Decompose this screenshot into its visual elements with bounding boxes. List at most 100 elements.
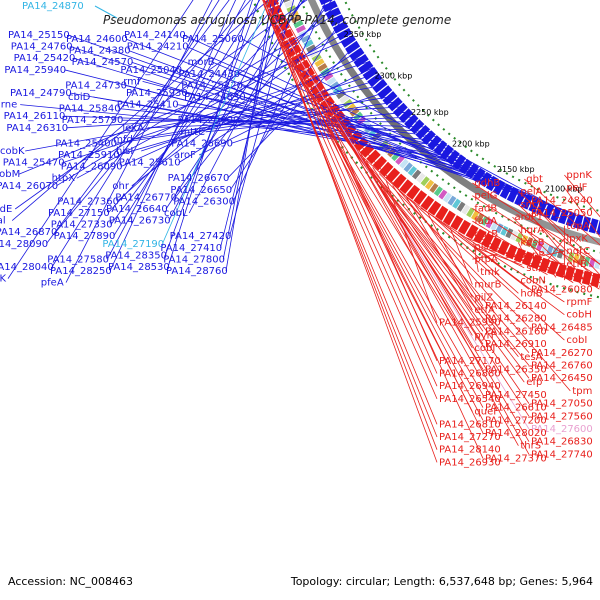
gene-label-left[interactable]: ohr: [112, 181, 129, 192]
gene-label-right[interactable]: PA14_27370: [485, 453, 547, 464]
gene-label-left[interactable]: PA14_27360: [57, 196, 119, 207]
gene-label-left[interactable]: PA14_24790: [10, 88, 72, 99]
gene-label-right[interactable]: PA14_25990: [439, 318, 501, 329]
gene-label-right[interactable]: PA14_27450: [485, 390, 547, 401]
gene-label-right[interactable]: pelA: [520, 187, 542, 198]
gene-label-left[interactable]: rne: [1, 100, 17, 111]
gene-label-left[interactable]: morB: [188, 57, 215, 68]
gene-label-left[interactable]: tal: [0, 216, 6, 227]
gene-label-left[interactable]: PA14_25840: [59, 104, 121, 115]
gene-label-right[interactable]: acpP: [520, 250, 544, 261]
top-gene-label[interactable]: PA14_24870: [22, 1, 84, 12]
gene-label-right[interactable]: holB: [520, 288, 542, 299]
gene-label-left[interactable]: PA14_24380: [69, 46, 131, 57]
gene-label-right[interactable]: thrS: [520, 441, 541, 452]
gene-label-left[interactable]: cobL: [164, 208, 188, 219]
gene-label-left[interactable]: cbiD: [68, 92, 91, 103]
gene-label-right[interactable]: PA14_27560: [531, 411, 593, 422]
gene-label-left[interactable]: PA14_25410: [117, 100, 179, 111]
gene-label-right[interactable]: PA14_27270: [439, 432, 501, 443]
gene-label-left[interactable]: lexA: [122, 123, 144, 134]
gene-label-right[interactable]: tmk: [480, 267, 500, 278]
gene-label-left[interactable]: PA14_24830: [184, 92, 246, 103]
gene-label-right[interactable]: lpxK: [566, 234, 588, 245]
gene-label-left[interactable]: PA14_26870: [0, 227, 57, 238]
gene-label-left[interactable]: PA14_26110: [4, 111, 66, 122]
gene-label-left[interactable]: cysK: [0, 274, 6, 285]
gene-label-right[interactable]: PA14_27200: [485, 415, 547, 426]
gene-label-left[interactable]: PA14_28760: [166, 266, 228, 277]
gene-label-left[interactable]: PA14_24760: [11, 42, 73, 53]
gene-label-right[interactable]: sth: [526, 263, 541, 274]
gene-label-right[interactable]: nqrC: [566, 246, 590, 257]
gene-label-left[interactable]: PA14_25060: [182, 34, 244, 45]
gene-label-left[interactable]: PA14_25610: [119, 158, 181, 169]
gene-label-left[interactable]: hisI: [116, 146, 133, 157]
gene-label-left[interactable]: PA14_25470: [3, 158, 65, 169]
gene-label-right[interactable]: PA14_27740: [531, 449, 593, 460]
gene-label-right[interactable]: nqrB: [474, 229, 498, 240]
gene-label-right[interactable]: ppnK: [566, 170, 592, 181]
gene-label-right[interactable]: kdsB: [520, 238, 544, 249]
gene-label-left[interactable]: htpX: [52, 173, 76, 184]
gene-label-left[interactable]: PA14_26070: [0, 181, 58, 192]
gene-label-left[interactable]: PA14_24140: [124, 30, 186, 41]
gene-label-right[interactable]: PA14_26450: [531, 373, 593, 384]
gene-label-right[interactable]: cobI: [566, 335, 587, 346]
gene-label-right[interactable]: PA14_26270: [531, 348, 593, 359]
gene-label-right[interactable]: gdhB: [474, 178, 500, 189]
gene-label-right[interactable]: fadB: [474, 203, 497, 214]
gene-label-left[interactable]: PA14_24570: [72, 57, 134, 68]
gene-label-left[interactable]: PA14_28350: [105, 250, 167, 261]
gene-label-left[interactable]: PA14_28530: [108, 262, 170, 273]
gene-label-left[interactable]: PA14_28040: [0, 262, 54, 273]
gene-label-left[interactable]: PA14_27580: [47, 254, 109, 265]
gene-label-right[interactable]: PA14_26485: [531, 322, 593, 333]
gene-label-left[interactable]: cobK: [0, 146, 25, 157]
gene-label-right[interactable]: cobH: [566, 310, 591, 321]
gene-label-left[interactable]: PA14_27330: [51, 220, 113, 231]
gene-label-right[interactable]: efp: [526, 377, 542, 388]
gene-label-right[interactable]: plsX: [474, 242, 495, 253]
gene-label-left[interactable]: PA14_24430: [178, 69, 240, 80]
gene-label-left[interactable]: PA14_26300: [173, 196, 235, 207]
gene-label-right[interactable]: cobN: [520, 276, 545, 287]
gene-label-left[interactable]: PA14_25220: [181, 80, 243, 91]
gene-label-left[interactable]: mttC: [180, 127, 205, 138]
gene-label-right[interactable]: PA14_26140: [485, 301, 547, 312]
gene-label-left[interactable]: PA14_26670: [168, 173, 230, 184]
gene-label-left[interactable]: PA14_25910: [58, 150, 120, 161]
gene-label-left[interactable]: PA14_26090: [61, 162, 123, 173]
gene-label-right[interactable]: ptpA: [474, 254, 498, 265]
gene-label-left[interactable]: aroF: [174, 150, 196, 161]
gene-label-left[interactable]: PA14_25150: [8, 30, 70, 41]
gene-label-left[interactable]: PA14_26730: [109, 216, 171, 227]
gene-label-left[interactable]: PA14_26650: [170, 185, 232, 196]
gene-label-left[interactable]: PA14_26690: [171, 138, 233, 149]
gene-label-left[interactable]: PA14_25940: [4, 65, 66, 76]
gene-label-left[interactable]: fadE: [0, 204, 12, 215]
gene-label-left[interactable]: PA14_24210: [127, 42, 189, 53]
gene-label-right[interactable]: PA14_26930: [439, 457, 501, 468]
gene-label-right[interactable]: PA14_26760: [531, 361, 593, 372]
gene-label-left[interactable]: PA14_25040: [120, 65, 182, 76]
gene-label-left[interactable]: rmf: [123, 76, 141, 87]
gene-label-left[interactable]: PA14_25930: [126, 88, 188, 99]
gene-label-right[interactable]: PA14_27600: [531, 424, 593, 435]
gene-label-left[interactable]: PA14_27800: [163, 254, 225, 265]
gene-label-left[interactable]: PA14_27420: [170, 231, 232, 242]
gene-label-right[interactable]: PA14_26880: [439, 369, 501, 380]
gene-label-right[interactable]: etfB: [566, 259, 587, 270]
gene-label-right[interactable]: pyrF: [474, 330, 496, 341]
gene-label-right[interactable]: PA14_26080: [531, 284, 593, 295]
gene-label-right[interactable]: PA14_26350: [485, 365, 547, 376]
gene-label-left[interactable]: PA14_24730: [65, 80, 127, 91]
gene-label-right[interactable]: PA14_26830: [531, 437, 593, 448]
gene-label-left[interactable]: PA14_26310: [6, 123, 68, 134]
gene-label-left[interactable]: PA14_27190: [102, 239, 164, 250]
gene-label-right[interactable]: PA14_27050: [531, 399, 593, 410]
gene-label-left[interactable]: PA14_27410: [160, 243, 222, 254]
gene-label-left[interactable]: PA14_27890: [54, 231, 116, 242]
gene-label-right[interactable]: PA14_25050: [531, 208, 593, 219]
gene-label-right[interactable]: PA14_27170: [439, 356, 501, 367]
